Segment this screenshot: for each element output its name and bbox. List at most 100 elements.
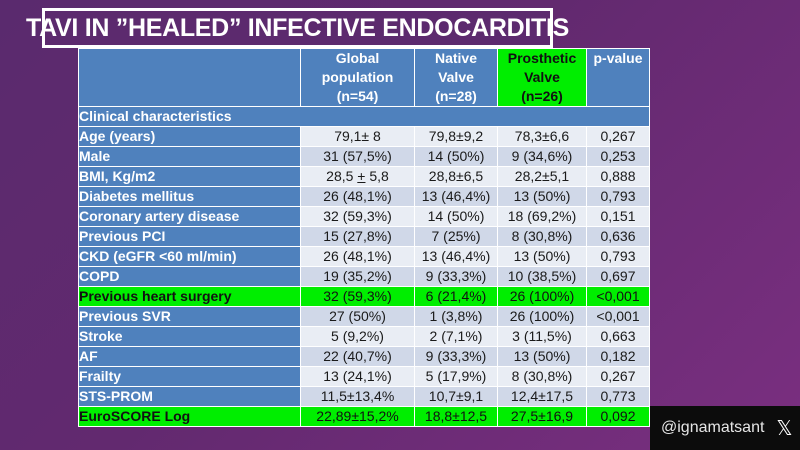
prosthetic-value: 13 (50%)	[497, 186, 587, 207]
native-value: 9 (33,3%)	[414, 346, 498, 367]
prosthetic-value: 8 (30,8%)	[497, 366, 587, 387]
p-value: 0,253	[586, 146, 650, 167]
header-line: Valve	[524, 69, 560, 85]
table-row: Previous heart surgery 32 (59,3%) 6 (21,4%…	[78, 286, 650, 307]
row-label: Previous PCI	[78, 226, 301, 247]
row-label: CKD (eGFR <60 ml/min)	[78, 246, 301, 267]
native-value: 5 (17,9%)	[414, 366, 498, 387]
header-line: Prosthetic	[507, 50, 577, 66]
row-label: Diabetes mellitus	[78, 186, 301, 207]
table-row: Previous SVR 27 (50%) 1 (3,8%) 26 (100%) <0,…	[78, 306, 650, 327]
row-label: Coronary artery disease	[78, 206, 301, 227]
p-value: 0,773	[586, 386, 650, 407]
table-row: AF 22 (40,7%) 9 (33,3%) 13 (50%) 0,182	[78, 346, 650, 367]
plus-minus-sign: +	[357, 168, 366, 184]
global-value: 32 (59,3%)	[300, 206, 415, 227]
row-label: AF	[78, 346, 301, 367]
table-row: Previous PCI 15 (27,8%) 7 (25%) 8 (30,8%) 0,…	[78, 226, 650, 247]
header-p-value: p-value	[586, 48, 650, 107]
table-row: COPD 19 (35,2%) 9 (33,3%) 10 (38,5%) 0,697	[78, 266, 650, 287]
p-value: 0,888	[586, 166, 650, 187]
p-value: 0,267	[586, 366, 650, 387]
header-line: Native	[434, 50, 478, 66]
native-value: 18,8±12,5	[414, 406, 498, 427]
row-label: Previous heart surgery	[78, 286, 301, 307]
table-row: BMI, Kg/m2 28,5 + 5,8 28,8±6,5 28,2±5,1 0,88…	[78, 166, 650, 187]
clinical-characteristics-table: Global population (n=54) Native Valve (n…	[78, 48, 650, 427]
native-value: 1 (3,8%)	[414, 306, 498, 327]
header-empty-cell	[78, 48, 301, 107]
global-value: 26 (48,1%)	[300, 246, 415, 267]
global-value: 11,5±13,4%	[300, 386, 415, 407]
row-label: BMI, Kg/m2	[78, 166, 301, 187]
p-value: <0,001	[586, 286, 650, 307]
row-label: Stroke	[78, 326, 301, 347]
global-value: 5 (9,2%)	[300, 326, 415, 347]
p-value: 0,267	[586, 126, 650, 147]
header-line: Global	[335, 50, 380, 66]
p-value: 0,636	[586, 226, 650, 247]
social-handle: @ignamatsant	[661, 419, 765, 436]
header-line: population	[321, 69, 394, 85]
p-value: 0,793	[586, 186, 650, 207]
prosthetic-value: 26 (100%)	[497, 286, 587, 307]
native-value: 9 (33,3%)	[414, 266, 498, 287]
prosthetic-value: 12,4±17,5	[497, 386, 587, 407]
global-value: 31 (57,5%)	[300, 146, 415, 167]
header-native-valve: Native Valve (n=28)	[414, 48, 498, 107]
global-value: 32 (59,3%)	[300, 286, 415, 307]
table-row: CKD (eGFR <60 ml/min) 26 (48,1%) 13 (46,4%…	[78, 246, 650, 267]
row-label: COPD	[78, 266, 301, 287]
prosthetic-value: 10 (38,5%)	[497, 266, 587, 287]
header-line: p-value	[593, 50, 643, 66]
section-label: Clinical characteristics	[78, 106, 650, 127]
header-line: (n=26)	[521, 88, 563, 104]
native-value: 28,8±6,5	[414, 166, 498, 187]
global-value: 15 (27,8%)	[300, 226, 415, 247]
p-value: 0,151	[586, 206, 650, 227]
table-row: Coronary artery disease 32 (59,3%) 14 (50%…	[78, 206, 650, 227]
prosthetic-value: 3 (11,5%)	[497, 326, 587, 347]
table-row: Frailty 13 (24,1%) 5 (17,9%) 8 (30,8%) 0,267	[78, 366, 650, 387]
header-line: Valve	[438, 69, 474, 85]
native-value: 14 (50%)	[414, 206, 498, 227]
table-row: Diabetes mellitus 26 (48,1%) 13 (46,4%) 13 …	[78, 186, 650, 207]
prosthetic-value: 28,2±5,1	[497, 166, 587, 187]
header-line: (n=28)	[435, 88, 477, 104]
global-value: 19 (35,2%)	[300, 266, 415, 287]
prosthetic-value: 13 (50%)	[497, 246, 587, 267]
global-value: 22 (40,7%)	[300, 346, 415, 367]
prosthetic-value: 26 (100%)	[497, 306, 587, 327]
prosthetic-value: 78,3±6,6	[497, 126, 587, 147]
p-value: 0,182	[586, 346, 650, 367]
native-value: 13 (46,4%)	[414, 186, 498, 207]
native-value: 7 (25%)	[414, 226, 498, 247]
x-logo-icon: 𝕏	[776, 416, 793, 440]
prosthetic-value: 9 (34,6%)	[497, 146, 587, 167]
global-value: 26 (48,1%)	[300, 186, 415, 207]
p-value: 0,793	[586, 246, 650, 267]
prosthetic-value: 8 (30,8%)	[497, 226, 587, 247]
slide-title: TAVI IN ”HEALED” INFECTIVE ENDOCARDITIS	[26, 8, 569, 48]
p-value: 0,697	[586, 266, 650, 287]
global-value: 22,89±15,2%	[300, 406, 415, 427]
native-value: 6 (21,4%)	[414, 286, 498, 307]
table-row: STS-PROM 11,5±13,4% 10,7±9,1 12,4±17,5 0,773	[78, 386, 650, 407]
global-value: 13 (24,1%)	[300, 366, 415, 387]
header-prosthetic-valve: Prosthetic Valve (n=26)	[497, 48, 587, 107]
table-row: EuroSCORE Log 22,89±15,2% 18,8±12,5 27,5±16…	[78, 406, 650, 427]
prosthetic-value: 13 (50%)	[497, 346, 587, 367]
row-label: Previous SVR	[78, 306, 301, 327]
native-value: 2 (7,1%)	[414, 326, 498, 347]
row-label: EuroSCORE Log	[78, 406, 301, 427]
prosthetic-value: 18 (69,2%)	[497, 206, 587, 227]
native-value: 13 (46,4%)	[414, 246, 498, 267]
row-label: STS-PROM	[78, 386, 301, 407]
native-value: 14 (50%)	[414, 146, 498, 167]
global-value: 79,1± 8	[300, 126, 415, 147]
p-value: 0,092	[586, 406, 650, 427]
prosthetic-value: 27,5±16,9	[497, 406, 587, 427]
p-value: <0,001	[586, 306, 650, 327]
native-value: 79,8±9,2	[414, 126, 498, 147]
native-value: 10,7±9,1	[414, 386, 498, 407]
